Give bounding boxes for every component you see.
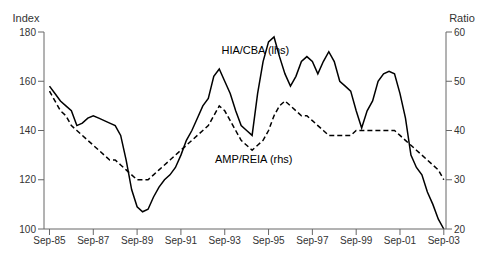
svg-text:30: 30 bbox=[454, 174, 466, 185]
svg-text:AMP/REIA (rhs): AMP/REIA (rhs) bbox=[215, 153, 293, 165]
svg-text:Index: Index bbox=[13, 12, 40, 24]
svg-text:Ratio: Ratio bbox=[449, 12, 475, 24]
svg-text:Sep-03: Sep-03 bbox=[428, 235, 461, 246]
svg-text:50: 50 bbox=[454, 76, 466, 87]
svg-text:HIA/CBA (lhs): HIA/CBA (lhs) bbox=[221, 44, 289, 56]
svg-text:20: 20 bbox=[454, 224, 466, 235]
svg-text:Sep-87: Sep-87 bbox=[77, 235, 110, 246]
svg-text:Sep-95: Sep-95 bbox=[252, 235, 285, 246]
svg-text:180: 180 bbox=[19, 27, 36, 38]
svg-text:Sep-85: Sep-85 bbox=[33, 235, 66, 246]
svg-text:100: 100 bbox=[19, 224, 36, 235]
svg-text:Sep-93: Sep-93 bbox=[209, 235, 242, 246]
svg-text:Sep-91: Sep-91 bbox=[165, 235, 198, 246]
svg-text:120: 120 bbox=[19, 174, 36, 185]
svg-text:Sep-97: Sep-97 bbox=[296, 235, 329, 246]
svg-text:Sep-01: Sep-01 bbox=[384, 235, 417, 246]
svg-text:140: 140 bbox=[19, 125, 36, 136]
svg-text:Sep-89: Sep-89 bbox=[121, 235, 154, 246]
svg-text:160: 160 bbox=[19, 76, 36, 87]
svg-text:40: 40 bbox=[454, 125, 466, 136]
svg-text:60: 60 bbox=[454, 27, 466, 38]
svg-text:Sep-99: Sep-99 bbox=[340, 235, 373, 246]
